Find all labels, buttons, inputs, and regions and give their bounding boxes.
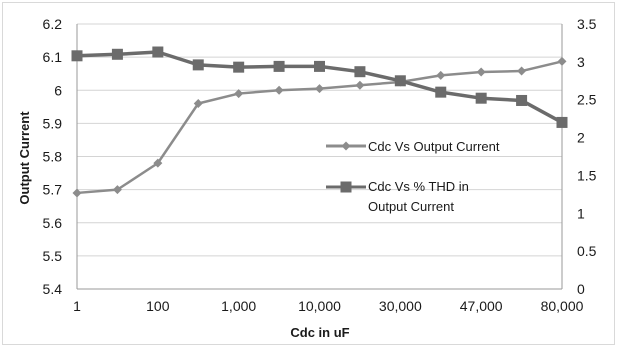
data-point-square [475, 92, 487, 104]
y-right-tick-label: 1.5 [577, 167, 597, 183]
y-left-tick-label: 5.6 [43, 215, 63, 231]
y-left-tick-label: 5.5 [43, 248, 63, 264]
y-left-tick-label: 5.9 [43, 115, 63, 131]
y-right-tick-label: 3.5 [577, 16, 597, 32]
data-point-diamond [517, 66, 527, 76]
x-tick-label: 30,000 [379, 298, 422, 314]
y-left-tick-label: 5.8 [43, 149, 63, 165]
data-point-square [111, 48, 123, 60]
y-left-tick-label: 6 [54, 82, 62, 98]
y-left-tick-label: 5.7 [43, 182, 63, 198]
data-point-diamond [72, 188, 82, 198]
legend-label-thd-line2: Output Current [368, 199, 454, 214]
y-right-tick-label: 0 [577, 281, 585, 297]
data-point-square [273, 60, 285, 72]
data-point-diamond [112, 185, 122, 195]
y-left-tick-label: 6.2 [43, 16, 63, 32]
series-line-0 [76, 60, 563, 195]
y-axis-title: Output Current [17, 111, 32, 205]
data-point-diamond [234, 89, 244, 99]
data-point-diamond [436, 70, 446, 80]
y-right-tick-label: 2.5 [577, 92, 597, 108]
data-point-square [435, 86, 447, 98]
data-point-diamond [274, 85, 284, 95]
y-right-tick-label: 0.5 [577, 243, 597, 259]
legend-marker-square [340, 181, 352, 193]
x-axis-title: Cdc in uF [290, 325, 349, 340]
data-point-square [516, 94, 528, 106]
legend-item-output-current: Cdc Vs Output Current [326, 139, 500, 154]
data-point-diamond [355, 80, 365, 90]
legend-item-thd: Cdc Vs % THD in Output Current [326, 179, 469, 214]
legend: Cdc Vs Output Current Cdc Vs % THD in Ou… [326, 139, 500, 214]
chart-frame [2, 2, 615, 345]
legend-label-thd-line1: Cdc Vs % THD in [368, 179, 469, 194]
y-right-tick-label: 1 [577, 205, 585, 221]
data-point-square [233, 61, 245, 73]
x-tick-label: 80,000 [541, 298, 584, 314]
data-point-square [152, 46, 164, 58]
y-left-tick-label: 6.1 [43, 49, 63, 65]
data-point-square [354, 66, 366, 78]
y-left-tick-label: 5.4 [43, 281, 63, 297]
data-point-diamond [476, 67, 486, 77]
series-layer [71, 46, 568, 198]
data-point-square [71, 50, 83, 62]
x-tick-label: 1 [73, 298, 81, 314]
legend-label-output-current: Cdc Vs Output Current [368, 139, 500, 154]
data-point-square [192, 59, 204, 71]
data-point-diamond [153, 158, 163, 168]
data-point-diamond [315, 84, 324, 94]
x-tick-label: 10,000 [298, 298, 341, 314]
legend-marker-diamond [341, 141, 351, 151]
x-tick-label: 47,000 [460, 298, 503, 314]
axes [76, 24, 563, 290]
x-tick-label: 100 [146, 298, 170, 314]
data-point-square [314, 60, 325, 72]
data-point-diamond [193, 99, 203, 108]
data-point-diamond [557, 56, 567, 66]
x-tick-label: 1,000 [221, 298, 256, 314]
tick-labels: 5.4 5.5 5.6 5.7 5.8 5.9 6 6.1 6.2 0 0.5 1 1.5 2 2.5 3 3.… [43, 16, 597, 314]
y-right-tick-label: 2 [577, 130, 585, 146]
data-point-square [556, 116, 568, 128]
y-right-tick-label: 3 [577, 54, 585, 70]
data-point-square [394, 75, 406, 87]
